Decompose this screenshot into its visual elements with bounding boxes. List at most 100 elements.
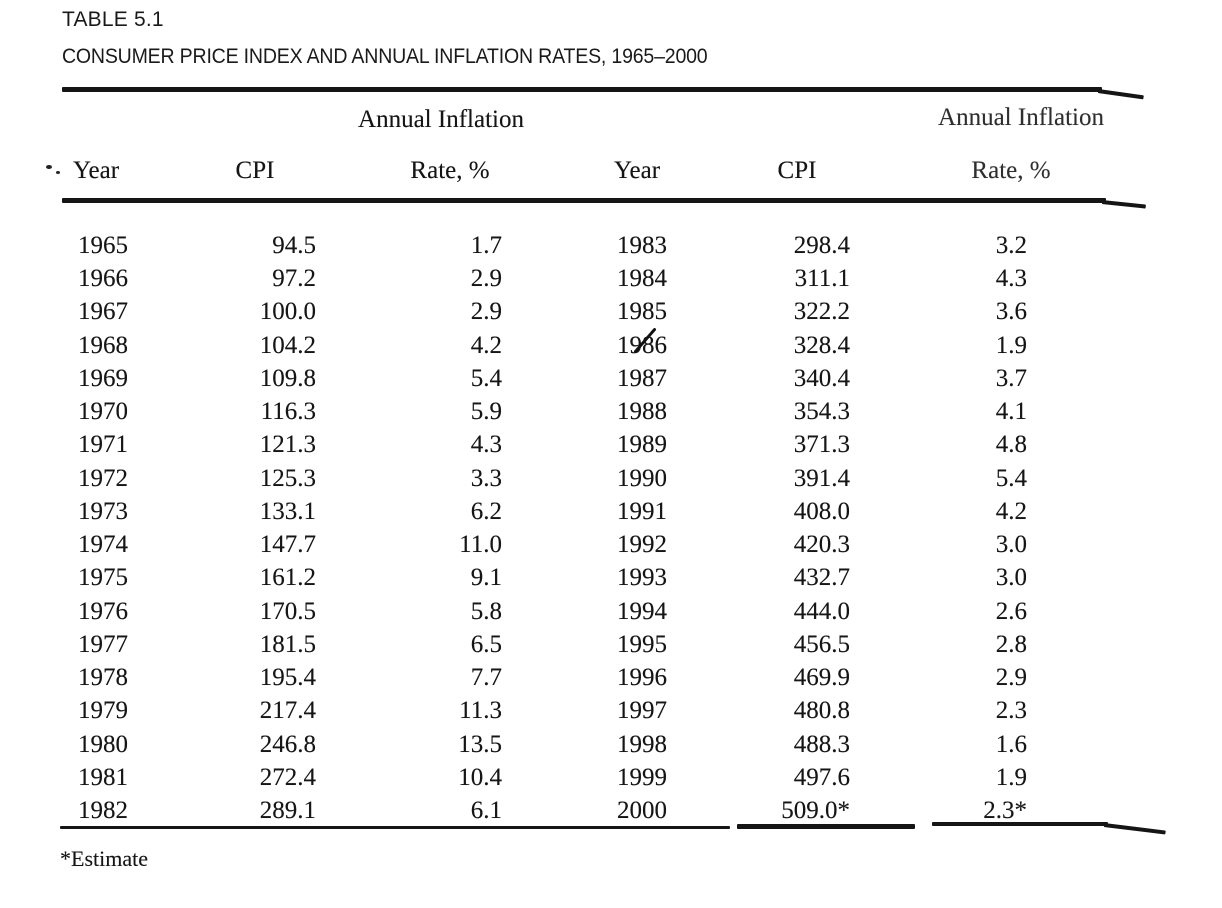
cell-cpi-l: 181.5 (259, 630, 316, 658)
cell-rate-l: 5.8 (470, 597, 502, 625)
cell-year-r: 1993 (617, 564, 667, 592)
table-row: 1974 147.7 11.0 1992 420.3 3.0 (0, 532, 1222, 562)
table-row: 1971 121.3 4.3 1989 371.3 4.8 (0, 432, 1222, 462)
cell-rate-l: 11.3 (459, 697, 502, 725)
cell-year-r: 1998 (617, 730, 667, 758)
cell-year-l: 1976 (78, 597, 128, 625)
table-row: 1973 133.1 6.2 1991 408.0 4.2 (0, 499, 1222, 529)
cell-rate-r: 3.6 (995, 298, 1027, 326)
cell-year-r: 1989 (617, 431, 667, 459)
cell-year-r: 1990 (617, 464, 667, 492)
cell-cpi-l: 121.3 (259, 431, 316, 459)
scan-speck (46, 165, 52, 169)
cell-rate-l: 3.3 (470, 464, 502, 492)
cell-cpi-r: 509.0* (781, 797, 850, 825)
cell-year-r: 1997 (617, 697, 667, 725)
cell-year-r: 1992 (617, 531, 667, 559)
cell-year-l: 1975 (78, 564, 128, 592)
cell-year-l: 1967 (78, 298, 128, 326)
cell-year-l: 1978 (78, 664, 128, 692)
cell-rate-r: 3.0 (995, 564, 1027, 592)
cell-rate-l: 2.9 (470, 298, 502, 326)
cell-year-l: 1966 (78, 265, 128, 293)
cell-cpi-r: 354.3 (793, 398, 850, 426)
table-row: 1981 272.4 10.4 1999 497.6 1.9 (0, 765, 1222, 795)
cell-rate-r: 4.3 (995, 265, 1027, 293)
cell-cpi-l: 104.2 (259, 331, 316, 359)
cell-rate-r: 3.7 (995, 364, 1027, 392)
table-row: 1979 217.4 11.3 1997 480.8 2.3 (0, 698, 1222, 728)
cell-year-r: 1986 (617, 333, 687, 358)
column-header-year-left: Year (73, 157, 120, 184)
top-rule-tail (1097, 89, 1144, 100)
cell-cpi-r: 311.1 (794, 265, 850, 293)
header-rule-tail (1101, 200, 1146, 209)
cell-year-r: 1987 (617, 364, 667, 392)
table-row: 1982 289.1 6.1 2000 509.0* 2.3* (0, 798, 1222, 828)
cell-rate-l: 6.1 (470, 797, 502, 825)
cell-year-l: 1970 (78, 398, 128, 426)
cell-cpi-r: 432.7 (793, 564, 850, 592)
table-row: 1977 181.5 6.5 1995 456.5 2.8 (0, 632, 1222, 662)
cell-rate-l: 7.7 (470, 664, 502, 692)
cell-year-r: 1999 (617, 763, 667, 791)
table-row: 1970 116.3 5.9 1988 354.3 4.1 (0, 399, 1222, 429)
cell-rate-r: 2.9 (995, 664, 1027, 692)
cell-cpi-l: 147.7 (259, 531, 316, 559)
cell-rate-r: 1.9 (995, 331, 1027, 359)
cell-cpi-l: 97.2 (272, 265, 316, 293)
cell-cpi-r: 497.6 (793, 763, 850, 791)
cell-year-r: 1984 (617, 265, 667, 293)
group-header-annual-inflation-right: Annual Inflation (938, 104, 1104, 131)
cell-year-l: 1973 (78, 497, 128, 525)
cell-cpi-r: 371.3 (793, 431, 850, 459)
table-row: 1972 125.3 3.3 1990 391.4 5.4 (0, 466, 1222, 496)
cell-cpi-r: 391.4 (793, 464, 850, 492)
cell-cpi-l: 161.2 (259, 564, 316, 592)
bottom-rule-segment-1 (60, 826, 730, 829)
table-row: 1978 195.4 7.7 1996 469.9 2.9 (0, 665, 1222, 695)
table-row: 1969 109.8 5.4 1987 340.4 3.7 (0, 366, 1222, 396)
cell-year-l: 1972 (78, 464, 128, 492)
header-rule (62, 198, 1106, 203)
cell-rate-l: 10.4 (458, 763, 502, 791)
cell-cpi-l: 289.1 (259, 797, 316, 825)
cell-rate-l: 5.4 (470, 364, 502, 392)
cell-cpi-l: 125.3 (259, 464, 316, 492)
cell-cpi-l: 170.5 (259, 597, 316, 625)
cell-cpi-r: 322.2 (793, 298, 850, 326)
table-row: 1980 246.8 13.5 1998 488.3 1.6 (0, 732, 1222, 762)
cell-rate-l: 11.0 (459, 531, 502, 559)
table-row: 1965 94.5 1.7 1983 298.4 3.2 (0, 233, 1222, 263)
cell-year-l: 1977 (78, 630, 128, 658)
column-header-rate-right: Rate, % (971, 157, 1051, 184)
cell-rate-r: 3.2 (995, 232, 1027, 259)
cell-year-l: 1969 (78, 364, 128, 392)
cell-rate-r: 4.8 (995, 431, 1027, 459)
cell-cpi-r: 480.8 (793, 697, 850, 725)
cell-rate-l: 13.5 (458, 730, 502, 758)
table-row: 1968 104.2 4.2 1986 328.4 1.9 (0, 333, 1222, 363)
cell-rate-l: 2.9 (470, 265, 502, 293)
cell-year-l: 1965 (78, 232, 128, 259)
cell-rate-r: 2.3* (983, 797, 1027, 825)
bottom-rule-segment-2 (737, 824, 915, 829)
cell-cpi-l: 109.8 (259, 364, 316, 392)
cell-cpi-l: 217.4 (259, 697, 316, 725)
footnote: *Estimate (60, 846, 148, 871)
cell-cpi-r: 469.9 (793, 664, 850, 692)
cell-year-r: 1988 (617, 398, 667, 426)
cell-cpi-l: 116.3 (260, 398, 316, 426)
cell-cpi-r: 408.0 (793, 497, 850, 525)
column-header-year-right: Year (614, 157, 661, 184)
table-row: 1967 100.0 2.9 1985 322.2 3.6 (0, 299, 1222, 329)
table-row: 1976 170.5 5.8 1994 444.0 2.6 (0, 599, 1222, 629)
cell-year-r: 2000 (617, 797, 667, 825)
cell-year-l: 1979 (78, 697, 128, 725)
cell-cpi-l: 195.4 (259, 664, 316, 692)
scan-speck (56, 171, 60, 174)
cell-cpi-l: 100.0 (259, 298, 316, 326)
cell-year-l: 1982 (78, 797, 128, 825)
cell-year-l: 1981 (78, 763, 128, 791)
